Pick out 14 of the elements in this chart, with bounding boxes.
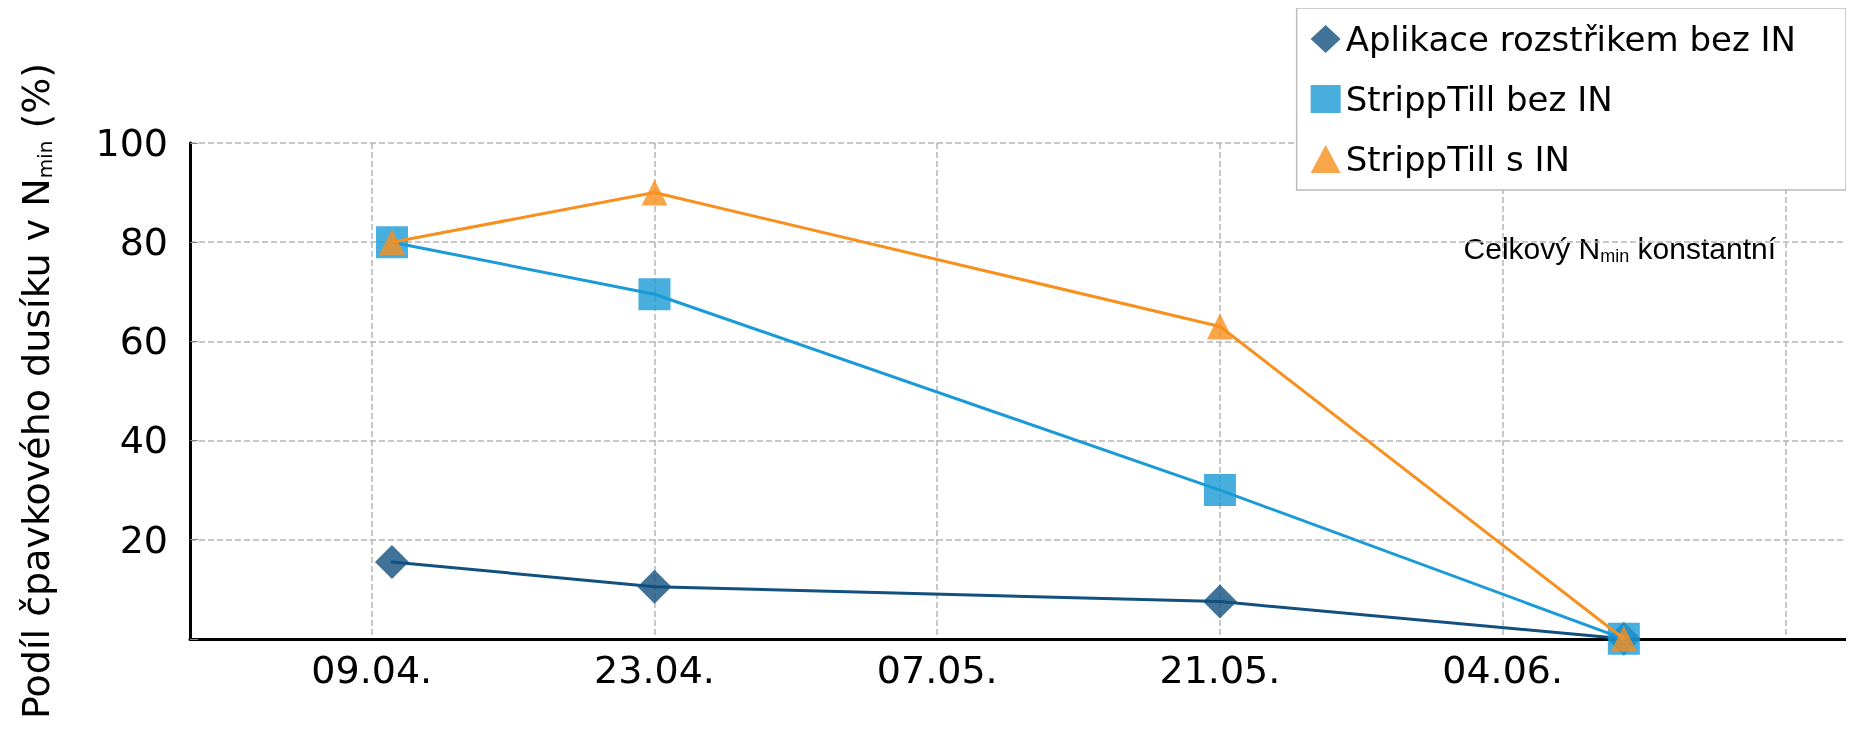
y-axis-title: Podíl čpavkového dusíku v Nmin (%) <box>14 62 58 719</box>
legend-label: StrippTill bez IN <box>1345 79 1613 119</box>
x-tick-label: 09.04. <box>311 647 433 692</box>
y-tick-label: 80 <box>119 220 168 265</box>
x-tick-label: 04.06. <box>1442 647 1564 692</box>
legend-label: StrippTill s IN <box>1345 139 1570 179</box>
y-tick-label: 20 <box>119 517 168 562</box>
y-tick-label: 100 <box>95 121 168 165</box>
y-tick-label: 40 <box>119 418 168 463</box>
legend-label: Aplikace rozstřikem bez IN <box>1345 19 1797 59</box>
x-tick-label: 07.05. <box>876 647 998 692</box>
y-tick-label: 60 <box>119 319 168 364</box>
x-tick-label: 23.04. <box>594 647 715 692</box>
x-tick-label: 21.05. <box>1159 647 1281 692</box>
